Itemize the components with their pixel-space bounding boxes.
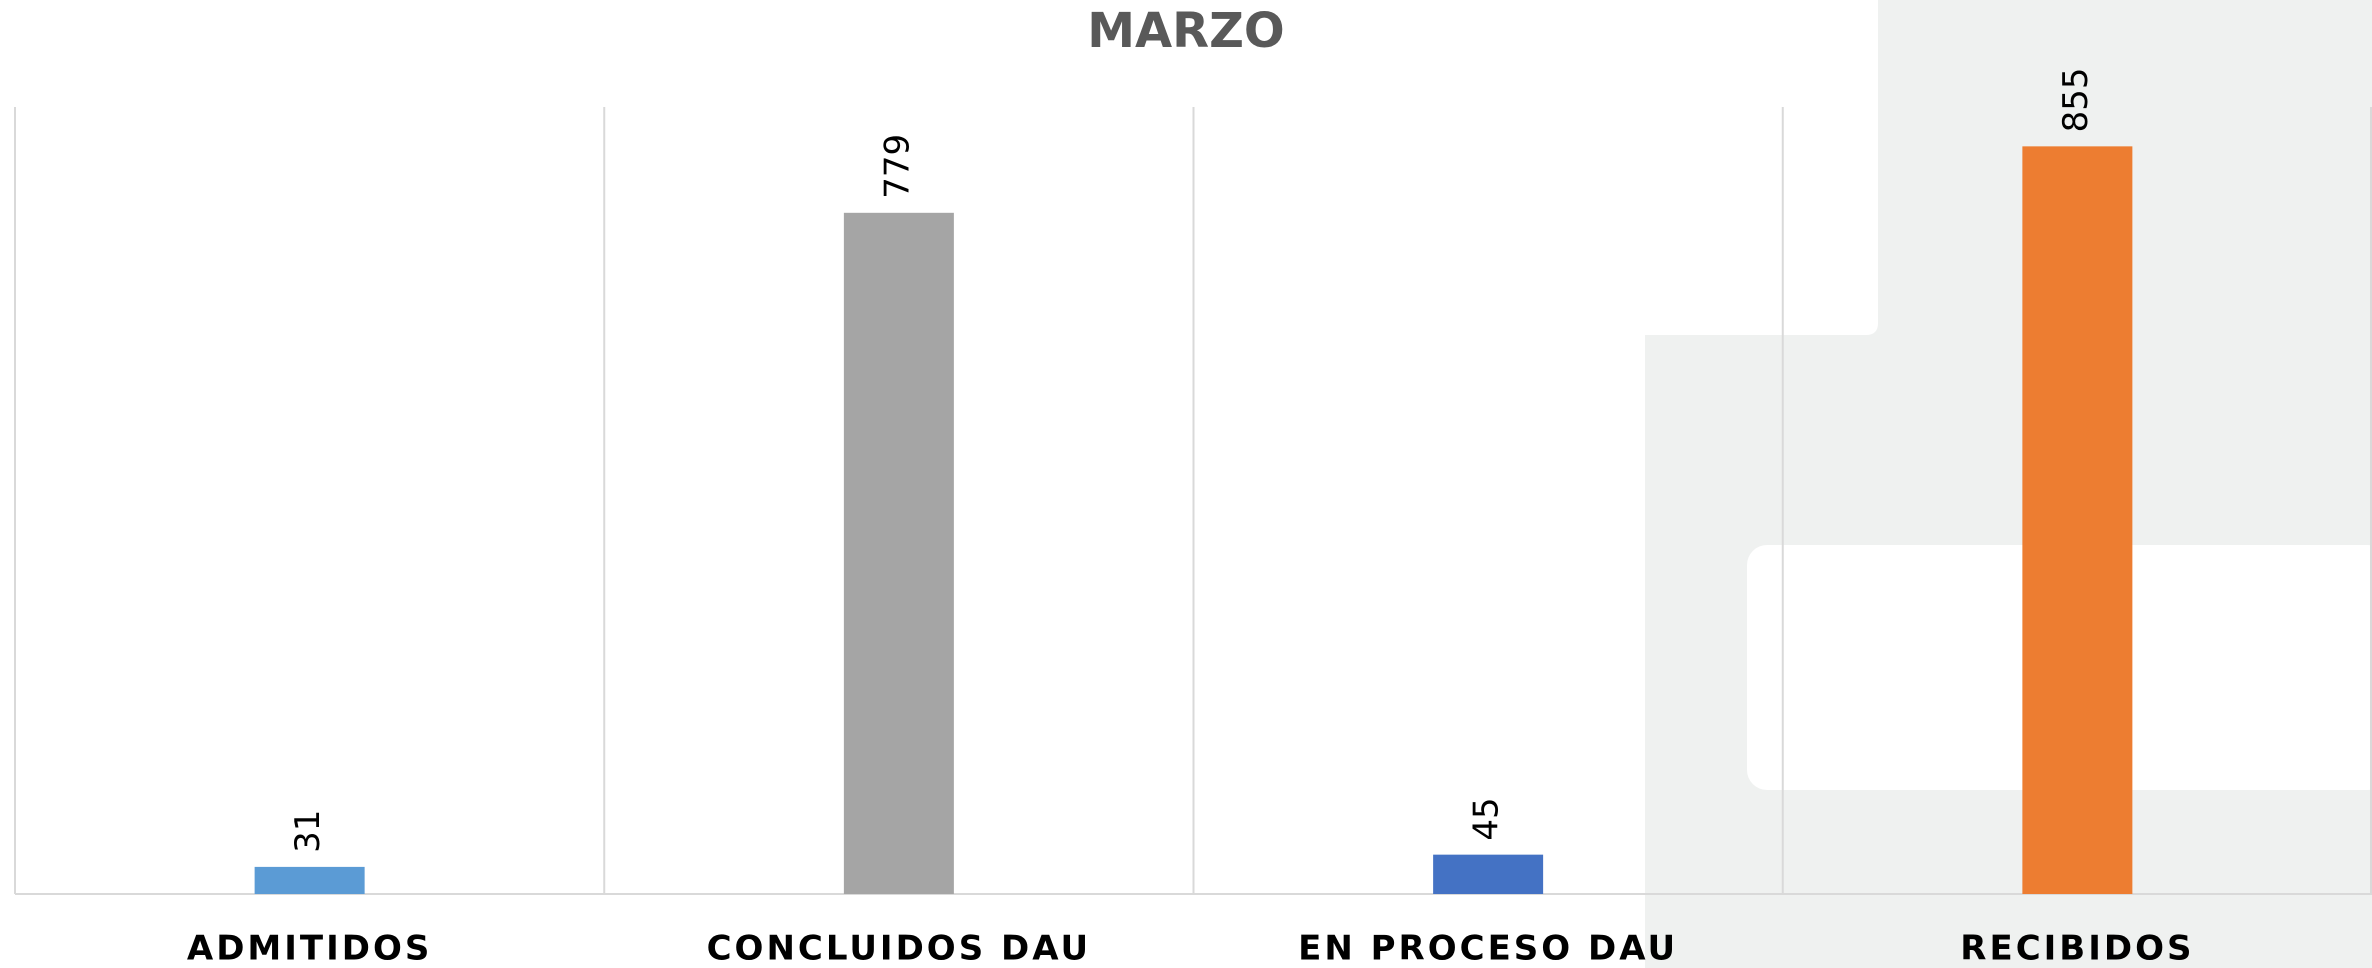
bar bbox=[254, 866, 365, 894]
chart-title: MARZO bbox=[1087, 3, 1284, 59]
data-label: 779 bbox=[877, 134, 917, 199]
data-label: 45 bbox=[1467, 797, 1507, 840]
bar bbox=[1433, 854, 1544, 894]
x-tick-label: RECIBIDOS bbox=[1960, 929, 2194, 968]
x-tick-label: ADMITIDOS bbox=[187, 929, 432, 968]
bar bbox=[2022, 146, 2133, 895]
bar bbox=[843, 212, 954, 894]
x-tick-label: EN PROCESO DAU bbox=[1298, 929, 1678, 968]
data-label: 855 bbox=[2056, 67, 2096, 132]
background-cutout bbox=[1645, 0, 1878, 335]
data-label: 31 bbox=[288, 810, 328, 853]
x-tick-label: CONCLUIDOS DAU bbox=[707, 929, 1092, 968]
background-shapes bbox=[1645, 0, 2372, 968]
